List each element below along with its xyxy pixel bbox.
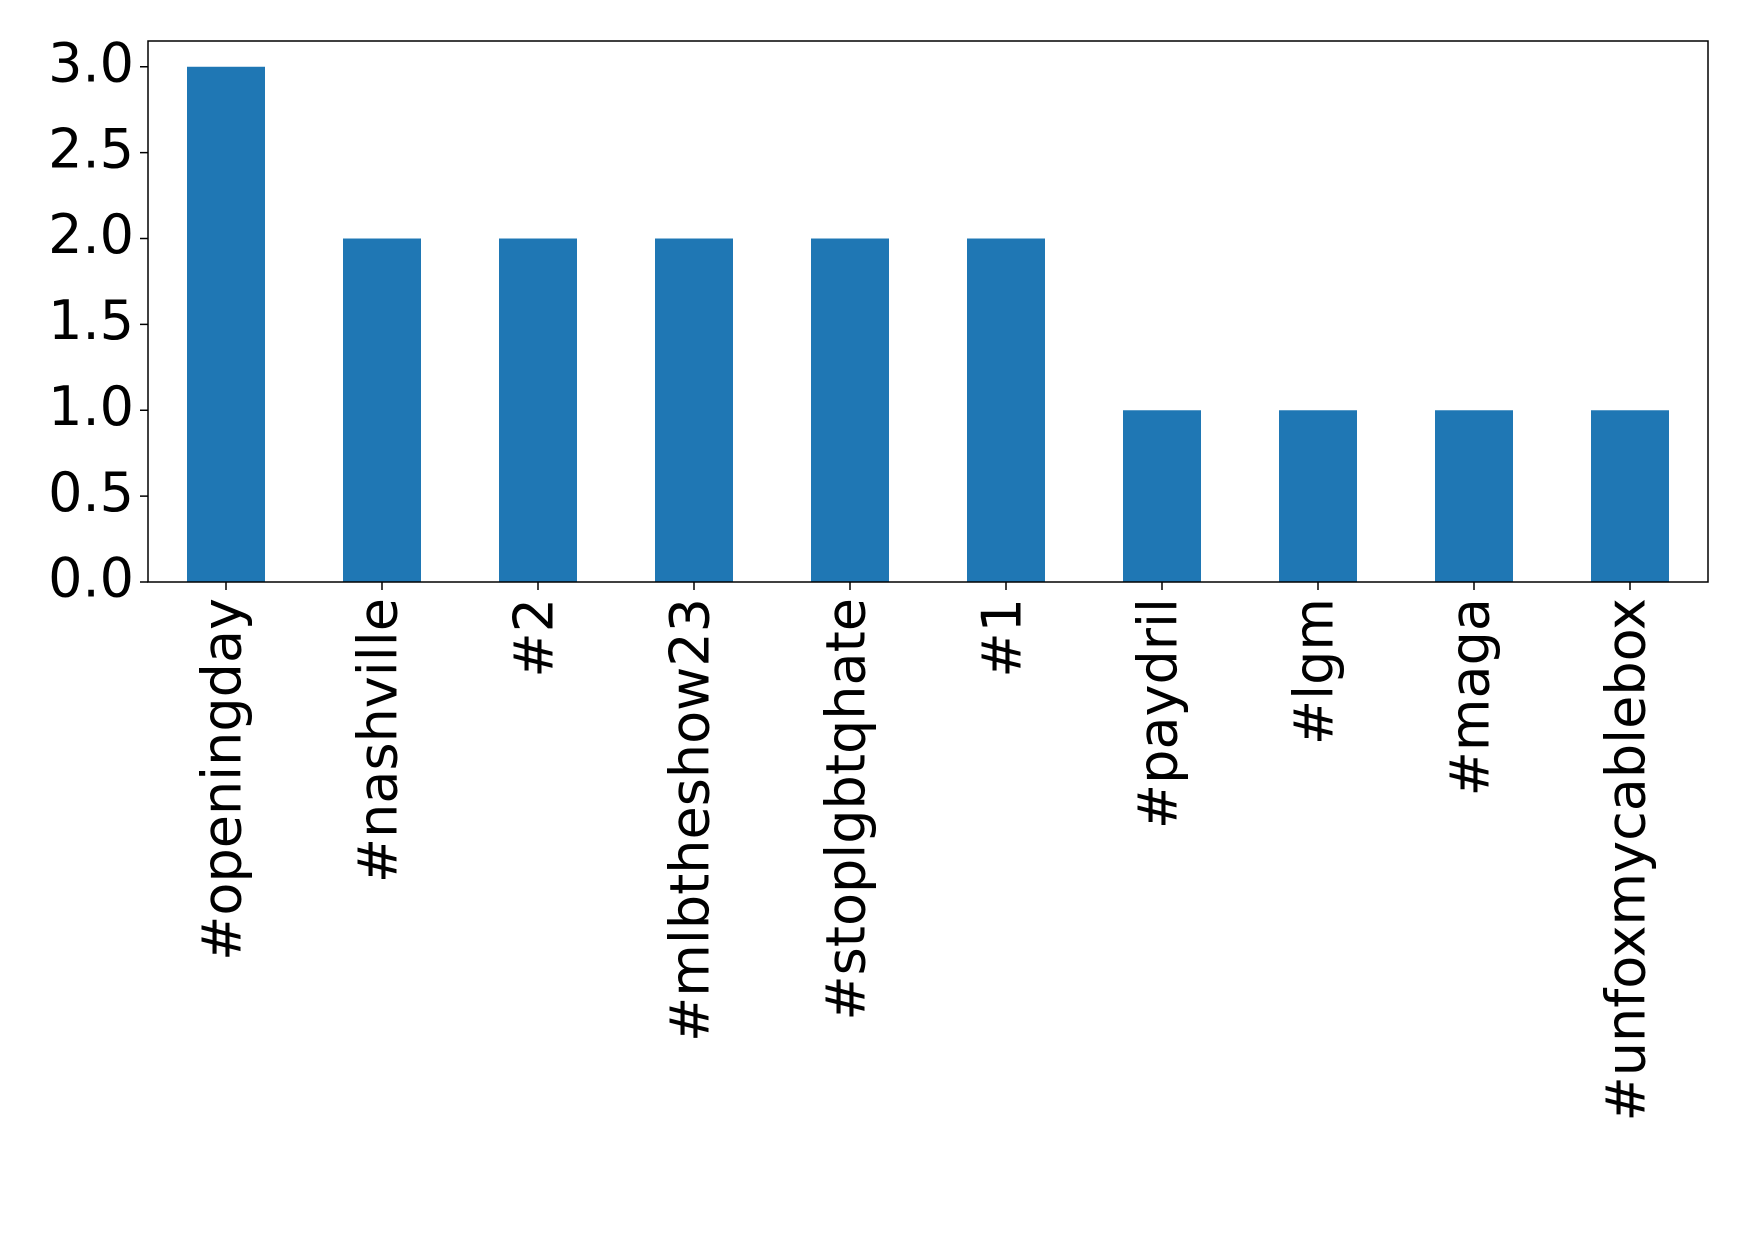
- bar: [1123, 410, 1201, 582]
- y-tick-label: 3.0: [48, 31, 134, 94]
- x-tick-label: #unfoxmycablebox: [1595, 598, 1658, 1122]
- x-tick-label: #maga: [1439, 598, 1502, 796]
- bar: [967, 238, 1045, 582]
- x-tick-label: #2: [503, 598, 566, 678]
- x-tick-label: #lgm: [1283, 598, 1346, 745]
- x-tick-label: #nashville: [347, 598, 410, 883]
- x-tick-label: #1: [971, 598, 1034, 678]
- y-tick-label: 2.5: [48, 117, 134, 180]
- x-tick-label: #stoplgbtqhate: [815, 598, 878, 1021]
- y-tick-label: 0.0: [48, 547, 134, 610]
- bar: [1435, 410, 1513, 582]
- y-tick-label: 1.5: [48, 289, 134, 352]
- x-tick-label: #mlbtheshow23: [659, 598, 722, 1042]
- y-tick-label: 2.0: [48, 203, 134, 266]
- bar: [1279, 410, 1357, 582]
- bar: [1591, 410, 1669, 582]
- y-tick-label: 1.0: [48, 375, 134, 438]
- plot-frame: [147, 40, 1709, 583]
- bar: [187, 66, 265, 582]
- bar: [343, 238, 421, 582]
- x-tick-label: #paydril: [1127, 598, 1190, 829]
- bar: [811, 238, 889, 582]
- y-tick-label: 0.5: [48, 461, 134, 524]
- bar: [655, 238, 733, 582]
- bar: [499, 238, 577, 582]
- x-tick-label: #openingday: [191, 598, 254, 961]
